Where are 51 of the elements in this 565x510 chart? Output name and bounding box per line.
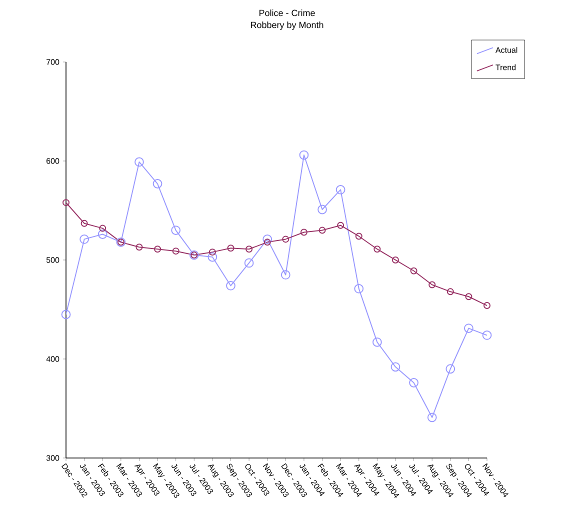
point <box>152 179 162 188</box>
point <box>61 310 71 320</box>
y-tick-label: 600 <box>46 158 60 164</box>
point <box>409 378 418 388</box>
chart-title: Police - Crime <box>259 10 315 16</box>
point <box>262 234 272 244</box>
point <box>208 248 216 256</box>
legend-label: Trend <box>496 64 516 70</box>
point <box>154 246 162 253</box>
point <box>427 412 437 422</box>
y-tick-label: 700 <box>46 59 60 65</box>
legend-label: Actual <box>495 47 518 53</box>
chart-subtitle: Robbery by Month <box>250 22 324 30</box>
point <box>299 150 309 160</box>
point <box>244 258 254 268</box>
point <box>465 293 472 300</box>
point <box>337 222 344 229</box>
point <box>98 230 108 239</box>
point <box>392 256 399 264</box>
point <box>464 324 474 333</box>
point <box>280 270 290 280</box>
point <box>208 252 218 262</box>
point <box>354 284 364 294</box>
y-tick-label: 500 <box>46 257 60 263</box>
y-tick-label: 300 <box>46 455 60 461</box>
point <box>372 337 382 347</box>
point <box>446 364 456 374</box>
point <box>390 362 400 372</box>
point <box>136 244 143 251</box>
point <box>318 226 326 234</box>
point <box>300 228 308 236</box>
point <box>410 267 418 274</box>
point <box>134 157 144 167</box>
point <box>264 238 271 246</box>
point <box>355 232 362 240</box>
y-tick-label: 400 <box>46 356 60 362</box>
point <box>80 234 90 244</box>
point <box>482 330 492 340</box>
point <box>282 236 290 243</box>
point <box>226 281 236 290</box>
point <box>318 204 327 214</box>
point <box>428 281 436 288</box>
point <box>336 185 346 194</box>
point <box>171 226 181 235</box>
point <box>80 220 88 227</box>
point <box>246 246 253 253</box>
point <box>446 288 454 296</box>
point <box>227 244 234 252</box>
point <box>99 224 106 232</box>
point <box>172 248 180 255</box>
point <box>374 246 381 253</box>
